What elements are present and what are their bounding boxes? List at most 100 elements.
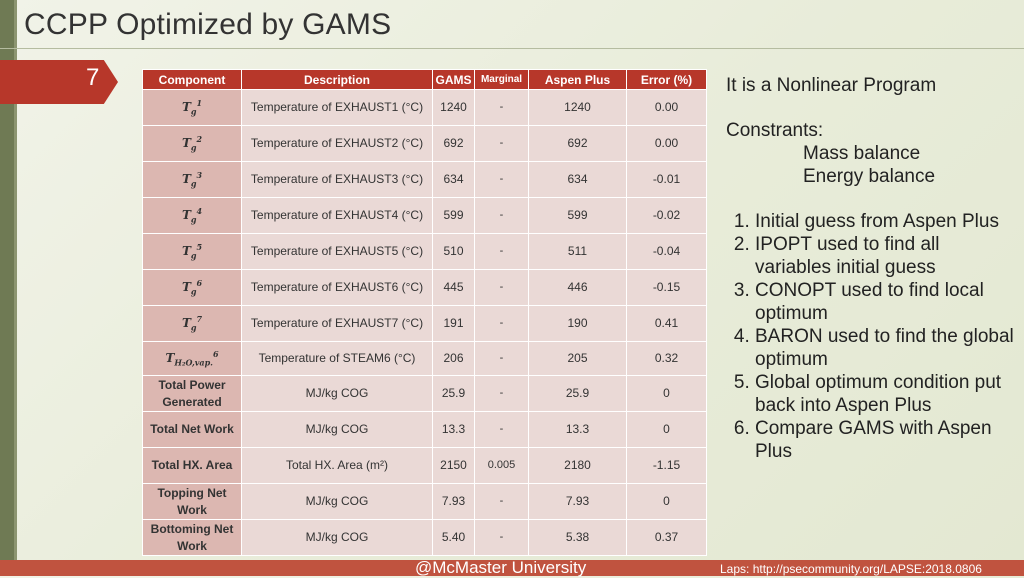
table-row: Topping Net Work MJ/kg COG 7.93-7.93 0 <box>142 483 707 520</box>
gams-cell: 2150 <box>432 447 475 484</box>
marginal-cell: - <box>474 519 529 556</box>
description-cell: Total HX. Area (m²) <box>241 447 433 484</box>
gams-cell: 7.93 <box>432 483 475 520</box>
constraint-item: Energy balance <box>803 166 936 187</box>
marginal-cell: - <box>474 161 529 198</box>
component-cell: Tg5 <box>142 233 242 270</box>
marginal-cell: - <box>474 233 529 270</box>
header-marginal: Marginal <box>474 69 529 90</box>
marginal-cell: - <box>474 197 529 234</box>
description-cell: MJ/kg COG <box>241 411 433 448</box>
gams-cell: 692 <box>432 125 475 162</box>
component-cell: Total HX. Area <box>142 447 242 484</box>
component-cell: Tg3 <box>142 161 242 198</box>
temperature-symbol: Tg2 <box>181 133 203 153</box>
description-cell: Temperature of EXHAUST3 (°C) <box>241 161 433 198</box>
marginal-cell: - <box>474 411 529 448</box>
component-cell: Topping Net Work <box>142 483 242 520</box>
description-cell: Temperature of STEAM6 (°C) <box>241 341 433 376</box>
gams-cell: 1240 <box>432 89 475 126</box>
temperature-symbol: Tg3 <box>181 169 203 189</box>
left-decor-bar <box>0 0 14 576</box>
error-cell: -0.02 <box>626 197 707 234</box>
footer-bar <box>0 560 1024 576</box>
error-cell: 0.41 <box>626 305 707 342</box>
component-cell: Tg6 <box>142 269 242 306</box>
gams-cell: 510 <box>432 233 475 270</box>
marginal-cell: - <box>474 483 529 520</box>
gams-cell: 445 <box>432 269 475 306</box>
table-row: Tg4 Temperature of EXHAUST4 (°C) 599-599 -0… <box>142 197 707 234</box>
table-header-row: Component Description GAMS Marginal Aspe… <box>142 69 707 90</box>
error-cell: 0.00 <box>626 89 707 126</box>
aspen-cell: 1240 <box>528 89 627 126</box>
description-cell: Temperature of EXHAUST6 (°C) <box>241 269 433 306</box>
aspen-cell: 7.93 <box>528 483 627 520</box>
aspen-cell: 205 <box>528 341 627 376</box>
table-row: TH₂O,vap.6 Temperature of STEAM6 (°C) 206-… <box>142 341 707 376</box>
temperature-symbol: Tg4 <box>181 205 203 225</box>
temperature-symbol: Tg1 <box>181 97 203 117</box>
left-decor-line <box>14 0 17 576</box>
slide-title: CCPP Optimized by GAMS <box>24 8 392 41</box>
header-error: Error (%) <box>626 69 707 90</box>
error-cell: -0.04 <box>626 233 707 270</box>
marginal-cell: - <box>474 89 529 126</box>
error-cell: 0.37 <box>626 519 707 556</box>
description-cell: MJ/kg COG <box>241 483 433 520</box>
credit-text: Laps: http://psecommunity.org/LAPSE:2018… <box>720 562 982 576</box>
error-cell: -1.15 <box>626 447 707 484</box>
component-cell: Total Power Generated <box>142 375 242 412</box>
step-item: Initial guess from Aspen Plus <box>755 210 1016 233</box>
header-aspen-plus: Aspen Plus <box>528 69 627 90</box>
table-row: Tg3 Temperature of EXHAUST3 (°C) 634-634 -0… <box>142 161 707 198</box>
footer-text: @McMaster University <box>415 558 587 577</box>
table-row: Total Power Generated MJ/kg COG 25.9-25.9 0 <box>142 375 707 412</box>
table-row: Tg6 Temperature of EXHAUST6 (°C) 445-446 -0… <box>142 269 707 306</box>
component-cell: TH₂O,vap.6 <box>142 341 242 376</box>
slide-number-arrow <box>0 60 118 104</box>
right-panel: It is a Nonlinear Program Constrants: Ma… <box>726 72 1016 463</box>
description-cell: Temperature of EXHAUST4 (°C) <box>241 197 433 234</box>
error-cell: -0.01 <box>626 161 707 198</box>
gams-cell: 206 <box>432 341 475 376</box>
header-component: Component <box>142 69 242 90</box>
constraints-label: Constrants: <box>726 120 824 141</box>
component-cell: Tg1 <box>142 89 242 126</box>
aspen-cell: 599 <box>528 197 627 234</box>
gams-cell: 25.9 <box>432 375 475 412</box>
gams-cell: 599 <box>432 197 475 234</box>
description-cell: Temperature of EXHAUST5 (°C) <box>241 233 433 270</box>
gams-cell: 191 <box>432 305 475 342</box>
error-cell: -0.15 <box>626 269 707 306</box>
step-item: CONOPT used to find local optimum <box>755 279 1016 325</box>
gams-cell: 634 <box>432 161 475 198</box>
marginal-cell: - <box>474 125 529 162</box>
marginal-cell: - <box>474 341 529 376</box>
gams-cell: 13.3 <box>432 411 475 448</box>
table-row: Tg5 Temperature of EXHAUST5 (°C) 510-511 -0… <box>142 233 707 270</box>
component-cell: Tg2 <box>142 125 242 162</box>
aspen-cell: 13.3 <box>528 411 627 448</box>
step-item: Compare GAMS with Aspen Plus <box>755 417 1016 463</box>
aspen-cell: 634 <box>528 161 627 198</box>
marginal-cell: - <box>474 375 529 412</box>
description-cell: MJ/kg COG <box>241 375 433 412</box>
step-item: BARON used to find the global optimum <box>755 325 1016 371</box>
temperature-symbol: Tg6 <box>181 277 203 297</box>
error-cell: 0 <box>626 411 707 448</box>
table-row: Bottoming Net Work MJ/kg COG 5.40-5.38 0.37 <box>142 519 707 556</box>
temperature-symbol: TH₂O,vap.6 <box>165 348 219 368</box>
table-row: Tg2 Temperature of EXHAUST2 (°C) 692-692 0.… <box>142 125 707 162</box>
description-cell: Temperature of EXHAUST7 (°C) <box>241 305 433 342</box>
component-cell: Tg7 <box>142 305 242 342</box>
constraint-item: Mass balance <box>803 143 921 164</box>
marginal-cell: - <box>474 305 529 342</box>
aspen-cell: 511 <box>528 233 627 270</box>
gams-cell: 5.40 <box>432 519 475 556</box>
aspen-cell: 692 <box>528 125 627 162</box>
header-gams: GAMS <box>432 69 475 90</box>
table-row: Total Net Work MJ/kg COG 13.3-13.3 0 <box>142 411 707 448</box>
table-row: Total HX. Area Total HX. Area (m²) 2150 0.0… <box>142 447 707 484</box>
program-type-text: It is a Nonlinear Program <box>726 75 937 96</box>
